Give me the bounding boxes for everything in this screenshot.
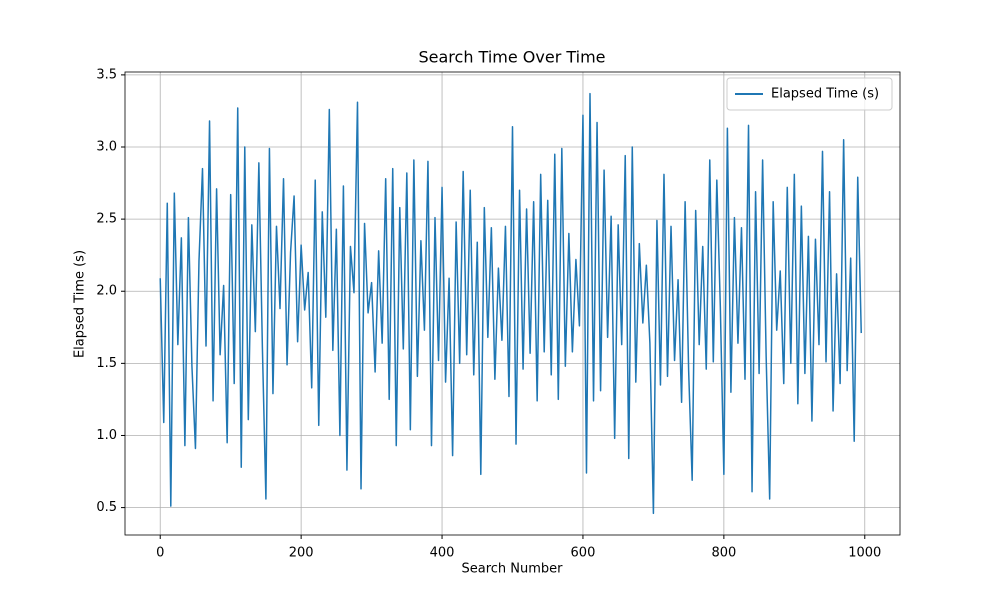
x-tick-label: 1000 [848, 546, 881, 561]
x-tick-label: 200 [289, 546, 314, 561]
y-tick-label: 3.5 [96, 67, 117, 82]
y-tick-label: 3.0 [96, 140, 117, 155]
x-axis-label: Search Number [461, 562, 563, 577]
y-tick-label: 2.0 [96, 284, 117, 299]
y-tick-label: 2.5 [96, 212, 117, 227]
y-tick-label: 1.0 [96, 428, 117, 443]
y-tick-label: 0.5 [96, 500, 117, 515]
y-axis-label: Elapsed Time (s) [73, 250, 88, 358]
plot-frame [124, 71, 901, 536]
x-tick-label: 400 [430, 546, 455, 561]
legend-label: Elapsed Time (s) [771, 87, 879, 102]
legend-box [726, 77, 893, 111]
data-line [159, 92, 862, 515]
x-tick-label: 800 [711, 546, 736, 561]
chart-title: Search Time Over Time [418, 48, 605, 67]
y-tick-label: 1.5 [96, 356, 117, 371]
x-tick-label: 600 [571, 546, 596, 561]
x-tick-label: 0 [156, 546, 164, 561]
